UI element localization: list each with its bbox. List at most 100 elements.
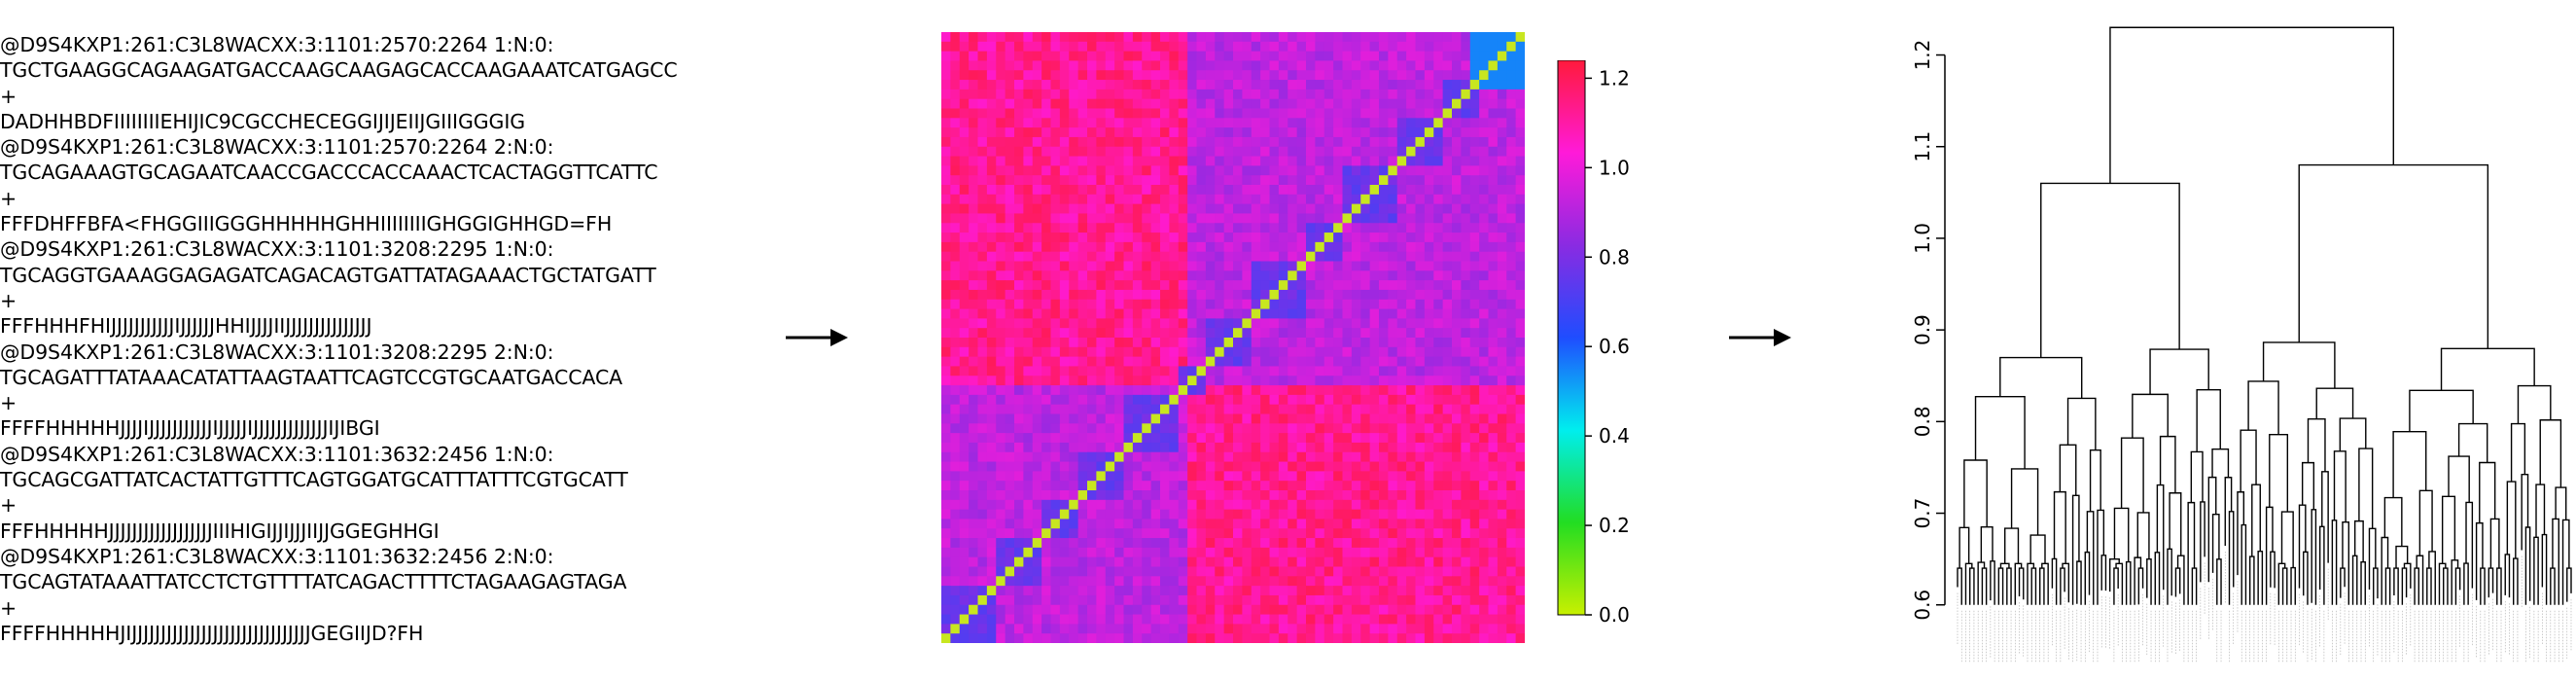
heatmap-cell xyxy=(977,80,988,90)
heatmap-cell xyxy=(1132,165,1143,176)
heatmap-cell xyxy=(1023,60,1034,71)
heatmap-cell xyxy=(1323,241,1334,253)
heatmap-cell xyxy=(1306,127,1316,138)
heatmap-cell xyxy=(1296,509,1307,520)
heatmap-cell xyxy=(1369,566,1380,577)
heatmap-cell xyxy=(950,127,961,138)
heatmap-cell xyxy=(1379,299,1389,310)
heatmap-cell xyxy=(1233,346,1243,358)
heatmap-cell xyxy=(1296,586,1307,596)
heatmap-cell xyxy=(1452,118,1462,128)
heatmap-cell xyxy=(1351,547,1361,558)
heatmap-cell xyxy=(959,108,970,119)
heatmap-cell xyxy=(950,233,961,243)
heatmap-cell xyxy=(1406,289,1417,301)
heatmap-cell xyxy=(1187,556,1198,568)
heatmap-cell xyxy=(959,41,970,53)
heatmap-cell xyxy=(1005,490,1015,501)
heatmap-cell xyxy=(1005,586,1015,596)
heatmap-cell xyxy=(1369,328,1380,339)
heatmap-cell xyxy=(1396,185,1407,196)
heatmap-cell xyxy=(1014,233,1024,243)
heatmap-cell xyxy=(1369,461,1380,472)
heatmap-cell xyxy=(1242,223,1253,233)
heatmap-cell xyxy=(1178,261,1188,271)
heatmap-cell xyxy=(1433,490,1444,501)
heatmap-cell xyxy=(1388,280,1398,291)
heatmap-cell xyxy=(1114,51,1125,62)
heatmap-cell xyxy=(969,70,979,81)
heatmap-cell xyxy=(1160,51,1170,62)
heatmap-cell xyxy=(1424,556,1434,568)
heatmap-cell xyxy=(1105,385,1115,396)
heatmap-cell xyxy=(1251,118,1261,128)
heatmap-cell xyxy=(1087,547,1097,558)
heatmap-cell xyxy=(950,624,961,634)
heatmap-cell xyxy=(1415,70,1426,81)
heatmap-cell xyxy=(1032,165,1042,176)
heatmap-cell xyxy=(1032,203,1042,215)
heatmap-cell xyxy=(1205,481,1216,491)
heatmap-cell xyxy=(986,547,997,558)
heatmap-cell xyxy=(1424,366,1434,376)
heatmap-cell xyxy=(1023,547,1034,558)
heatmap-cell xyxy=(1351,251,1361,263)
heatmap-cell xyxy=(1114,366,1125,376)
heatmap-cell xyxy=(1306,538,1316,549)
heatmap-cell xyxy=(1288,185,1298,196)
heatmap-cell xyxy=(1069,185,1079,196)
heatmap-cell xyxy=(1469,481,1480,491)
heatmap-cell xyxy=(1132,366,1143,376)
heatmap-cell xyxy=(1251,194,1261,205)
heatmap-cell xyxy=(1424,624,1434,634)
heatmap-cell xyxy=(1461,376,1471,386)
heatmap-cell xyxy=(1278,60,1288,71)
heatmap-cell xyxy=(1196,451,1207,463)
heatmap-cell xyxy=(1488,394,1499,406)
heatmap-cell xyxy=(1005,451,1015,463)
heatmap-cell xyxy=(1041,576,1052,587)
heatmap-cell xyxy=(1415,194,1426,205)
heatmap-cell xyxy=(1396,118,1407,128)
heatmap-cell xyxy=(1360,51,1371,62)
heatmap-cell xyxy=(1087,346,1097,358)
heatmap-cell xyxy=(969,338,979,348)
heatmap-cell xyxy=(1424,614,1434,625)
heatmap-cell xyxy=(959,146,970,158)
heatmap-cell xyxy=(1442,566,1453,577)
heatmap-cell xyxy=(1424,566,1434,577)
heatmap-cell xyxy=(1415,376,1426,386)
heatmap-cell xyxy=(1497,194,1507,205)
heatmap-cell xyxy=(1142,280,1152,291)
heatmap-cell xyxy=(996,499,1006,511)
heatmap-cell xyxy=(1406,98,1417,110)
heatmap-cell xyxy=(1233,594,1243,606)
heatmap-cell xyxy=(1296,376,1307,386)
heatmap-cell xyxy=(1123,328,1134,339)
dendrogram-branch xyxy=(2029,534,2046,564)
heatmap-cell xyxy=(1388,223,1398,233)
heatmap-cell xyxy=(1077,328,1088,339)
heatmap-cell xyxy=(1005,404,1015,415)
heatmap-cell xyxy=(1132,146,1143,158)
heatmap-cell xyxy=(1442,328,1453,339)
heatmap-cell xyxy=(1306,203,1316,215)
heatmap-cell xyxy=(1150,356,1161,368)
heatmap-cell xyxy=(941,547,951,558)
heatmap-cell xyxy=(1096,338,1107,348)
heatmap-cell xyxy=(1433,136,1444,148)
heatmap-cell xyxy=(1278,451,1288,463)
heatmap-cell xyxy=(1497,471,1507,482)
heatmap-cell xyxy=(1396,308,1407,319)
heatmap-cell xyxy=(1406,108,1417,119)
heatmap-cell xyxy=(1150,118,1161,128)
heatmap-cell xyxy=(1296,175,1307,186)
heatmap-cell xyxy=(1360,413,1371,424)
heatmap-cell xyxy=(1506,394,1517,406)
heatmap-cell xyxy=(1497,60,1507,71)
heatmap-cell xyxy=(1005,624,1015,634)
dendrogram-branch xyxy=(1964,562,1973,605)
heatmap-cell xyxy=(1041,624,1052,634)
heatmap-cell xyxy=(1005,60,1015,71)
dendrogram-branch xyxy=(2392,430,2427,498)
